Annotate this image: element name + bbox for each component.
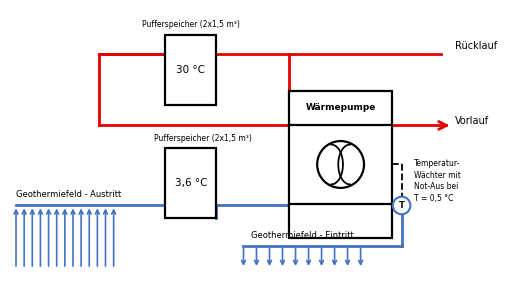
Text: Rücklauf: Rücklauf — [454, 41, 496, 51]
Text: Temperatur-
Wächter mit
Not-Aus bei
T = 0,5 °C: Temperatur- Wächter mit Not-Aus bei T = … — [414, 159, 460, 203]
Circle shape — [392, 197, 410, 214]
Text: T: T — [398, 201, 404, 210]
Text: Pufferspeicher (2x1,5 m³): Pufferspeicher (2x1,5 m³) — [153, 134, 251, 143]
Bar — [165, 35, 216, 105]
Text: 30 °C: 30 °C — [176, 65, 205, 75]
Text: Geothermiefeld - Austritt: Geothermiefeld - Austritt — [16, 190, 121, 199]
Text: 3,6 °C: 3,6 °C — [174, 178, 207, 188]
Text: Wärmepumpe: Wärmepumpe — [305, 103, 375, 113]
Bar — [289, 91, 391, 238]
Bar — [165, 148, 216, 218]
Text: Vorlauf: Vorlauf — [454, 116, 488, 125]
Text: Pufferspeicher (2x1,5 m³): Pufferspeicher (2x1,5 m³) — [141, 20, 239, 29]
Circle shape — [317, 141, 363, 188]
Text: Geothermiefeld - Eintritt: Geothermiefeld - Eintritt — [250, 231, 352, 240]
